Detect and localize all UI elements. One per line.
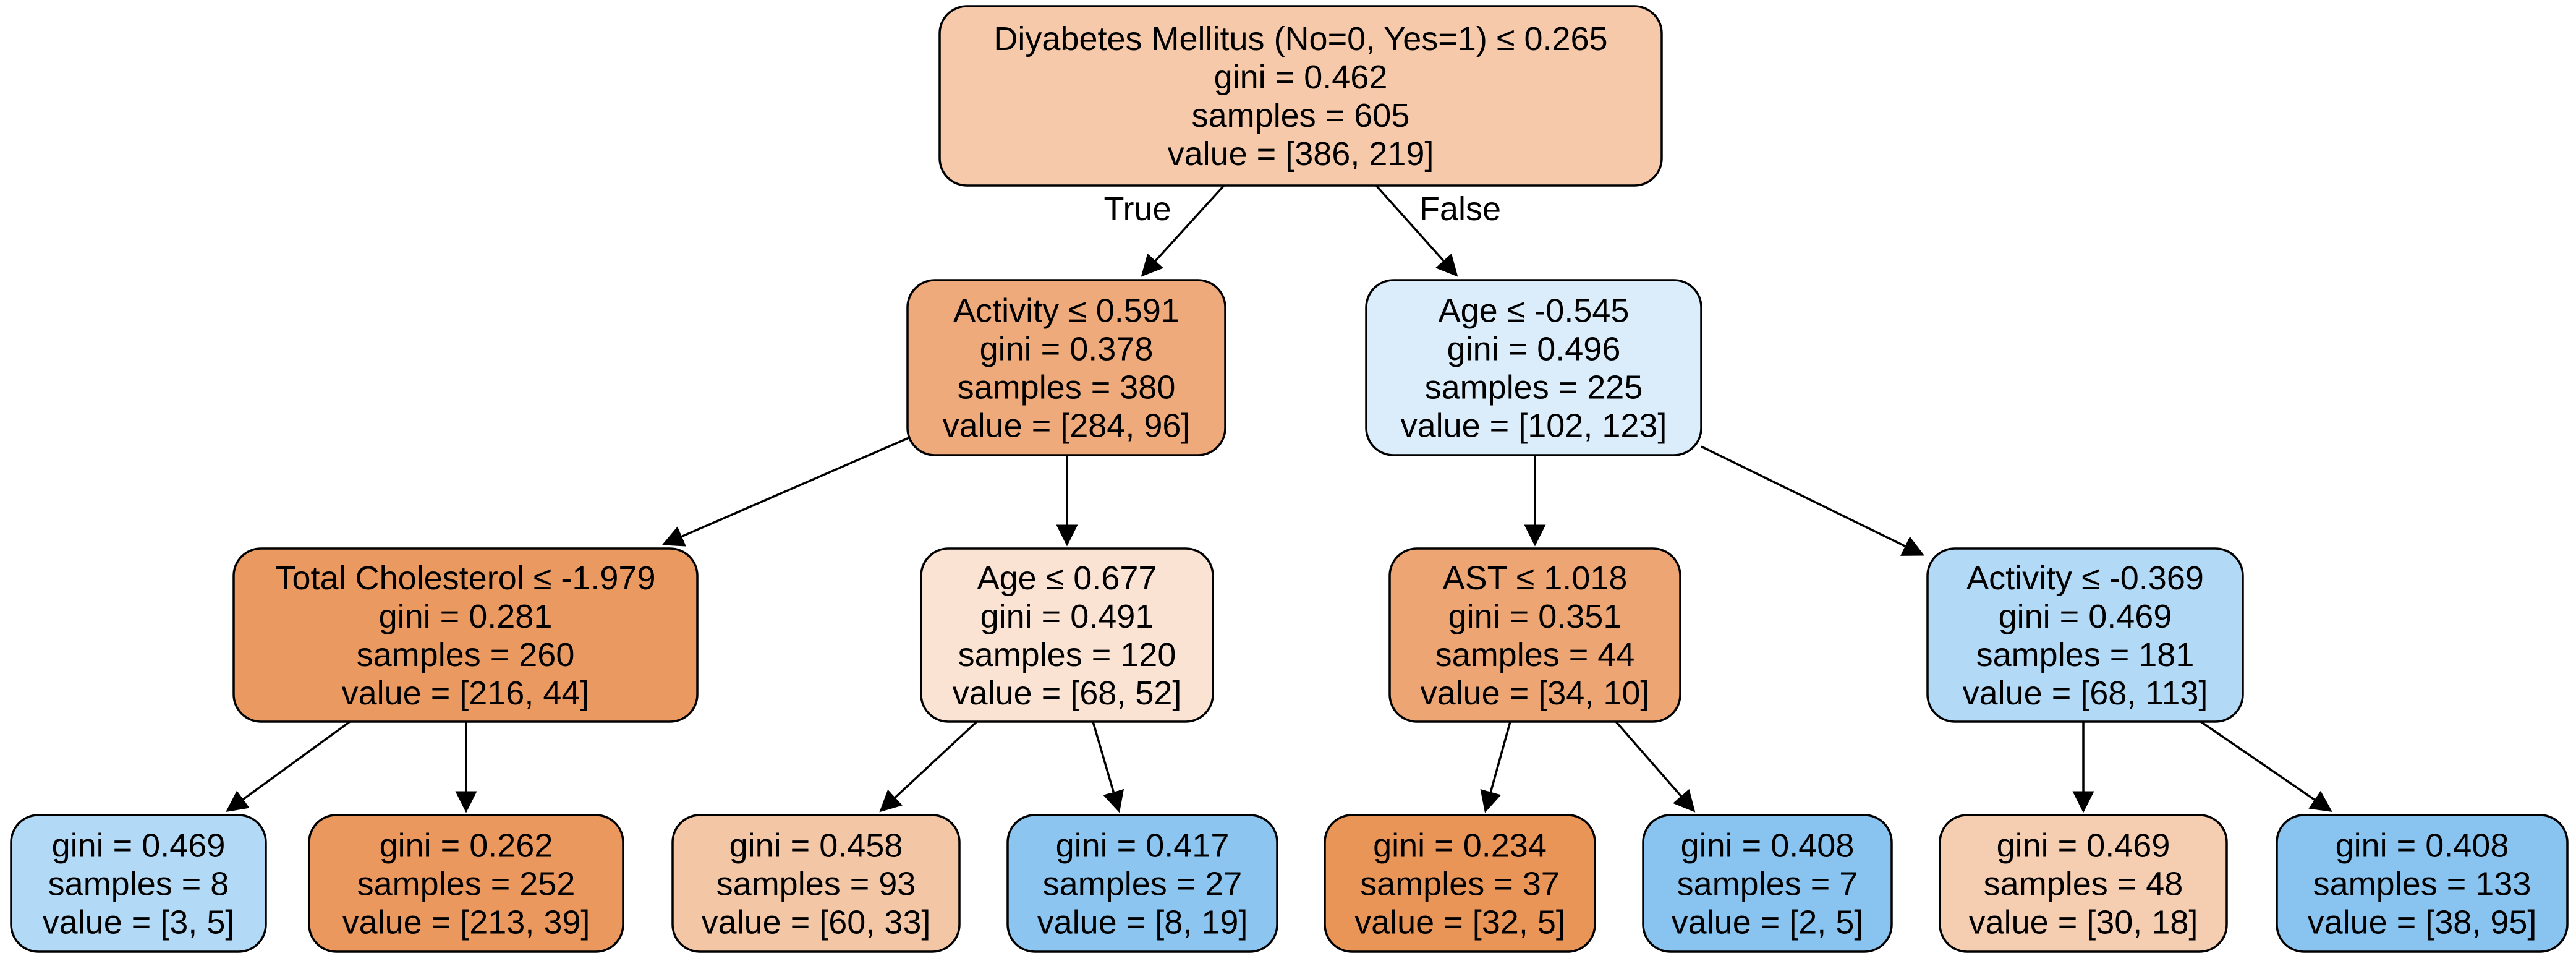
node-text-line: value = [68, 113] (1963, 675, 2208, 712)
node-text-line: value = [284, 96] (943, 407, 1191, 444)
node-text-line: samples = 605 (1192, 97, 1410, 134)
node-text-line: samples = 44 (1435, 636, 1635, 673)
node-text-line: samples = 8 (48, 865, 229, 902)
node-text-line: value = [3, 5] (43, 903, 235, 941)
node-text-line: gini = 0.462 (1214, 59, 1388, 96)
node-text-line: value = [34, 10] (1421, 675, 1650, 712)
node-text-line: value = [68, 52] (953, 675, 1182, 712)
node-text-line: gini = 0.417 (1056, 827, 1230, 864)
tree-edge-l-ll (661, 437, 909, 547)
edge-labels: True False (1103, 190, 1501, 228)
node-box (671, 814, 961, 953)
node-box (1388, 547, 1681, 723)
node-text-line: gini = 0.491 (980, 598, 1154, 635)
node-box (308, 814, 624, 953)
node-text-line: samples = 225 (1425, 369, 1643, 406)
node-text-line: Age ≤ -0.545 (1439, 292, 1630, 329)
node-text-line: Age ≤ 0.677 (977, 560, 1157, 597)
node-text-line: Diyabetes Mellitus (No=0, Yes=1) ≤ 0.265 (993, 20, 1607, 58)
node-text-line: value = [38, 95] (2308, 903, 2537, 941)
node-text-line: gini = 0.351 (1448, 598, 1622, 635)
node-text-line: value = [2, 5] (1672, 903, 1864, 941)
node-text-line: gini = 0.469 (52, 827, 226, 864)
tree-edge-ll-lll (226, 720, 351, 813)
node-text-line: value = [386, 219] (1168, 135, 1434, 173)
tree-edge-lr-lrl (879, 720, 978, 813)
tree-edge-r-rr (1701, 445, 1925, 556)
node-box (10, 814, 267, 953)
node-text-line: samples = 48 (1984, 865, 2183, 902)
node-text-line: gini = 0.469 (1997, 827, 2170, 864)
node-text-line: Total Cholesterol ≤ -1.979 (276, 560, 656, 597)
node-text-line: samples = 93 (716, 865, 916, 902)
tree-edge-root-l (1141, 184, 1225, 277)
node-text-line: gini = 0.378 (980, 330, 1154, 367)
node-text-line: value = [60, 33] (702, 903, 931, 941)
tree-node-root: Diyabetes Mellitus (No=0, Yes=1) ≤ 0.265… (938, 5, 1663, 187)
node-text-line: gini = 0.496 (1447, 330, 1621, 367)
node-text-line: samples = 120 (958, 636, 1176, 673)
tree-edge-rr-rrr (2200, 720, 2332, 812)
node-box (906, 279, 1226, 456)
node-text-line: value = [213, 39] (342, 903, 590, 941)
tree-edges (226, 184, 2332, 813)
node-text-line: samples = 181 (1976, 636, 2195, 673)
node-text-line: samples = 252 (357, 865, 576, 902)
tree-nodes: Diyabetes Mellitus (No=0, Yes=1) ≤ 0.265… (10, 5, 2569, 953)
node-text-line: Activity ≤ -0.369 (1966, 560, 2204, 597)
node-box (1642, 814, 1893, 953)
tree-edge-rl-rll (1480, 721, 1511, 813)
node-box (1365, 279, 1702, 456)
node-text-line: Activity ≤ 0.591 (953, 292, 1180, 329)
node-box (1939, 814, 2228, 953)
tree-edge-root-r (1375, 184, 1458, 277)
tree-edge-lr-lrr (1092, 721, 1124, 813)
node-text-line: value = [32, 5] (1354, 903, 1565, 941)
node-text-line: samples = 260 (357, 636, 575, 673)
node-text-line: gini = 0.408 (2336, 827, 2509, 864)
node-text-line: samples = 133 (2313, 865, 2531, 902)
node-box (920, 547, 1214, 723)
tree-edge-rl-rlr (1615, 720, 1696, 813)
node-text-line: samples = 7 (1677, 865, 1858, 902)
node-box (938, 5, 1663, 187)
edge-label-false: False (1419, 190, 1501, 228)
node-text-line: value = [30, 18] (1969, 903, 2198, 941)
node-text-line: value = [8, 19] (1037, 903, 1248, 941)
node-text-line: AST ≤ 1.018 (1443, 560, 1628, 597)
node-text-line: value = [102, 123] (1401, 407, 1667, 444)
node-box (232, 547, 699, 723)
edge-label-true: True (1103, 190, 1171, 228)
node-text-line: samples = 27 (1043, 865, 1243, 902)
node-box (1324, 814, 1596, 953)
node-text-line: value = [216, 44] (342, 675, 590, 712)
node-text-line: gini = 0.262 (380, 827, 553, 864)
node-box (1926, 547, 2244, 723)
node-box (1006, 814, 1278, 953)
node-text-line: gini = 0.469 (1999, 598, 2172, 635)
node-text-line: gini = 0.281 (379, 598, 553, 635)
node-text-line: samples = 380 (958, 369, 1176, 406)
node-text-line: gini = 0.408 (1681, 827, 1855, 864)
node-text-line: samples = 37 (1360, 865, 1560, 902)
node-text-line: gini = 0.234 (1373, 827, 1547, 864)
node-box (2276, 814, 2569, 953)
node-text-line: gini = 0.458 (729, 827, 903, 864)
